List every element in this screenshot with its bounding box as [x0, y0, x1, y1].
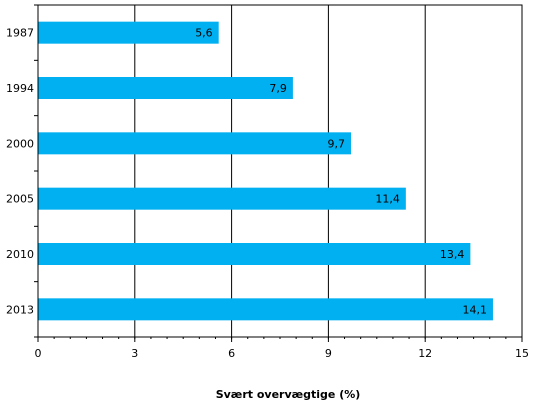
- value-label-2000: 9,7: [327, 137, 345, 150]
- bar-2005: [38, 187, 406, 210]
- bar-1987: [38, 21, 219, 44]
- y-tick-label-1994: 1994: [6, 82, 34, 95]
- x-tick-label-3: 3: [131, 347, 138, 360]
- value-label-2005: 11,4: [375, 193, 400, 206]
- x-tick-label-6: 6: [228, 347, 235, 360]
- labels: 0 3 6 9 12 15 1987 5,6 1994 7,9 2000 9,7 2005 11,4 201…: [6, 27, 529, 360]
- value-label-2010: 13,4: [440, 248, 465, 261]
- bar-2013: [38, 298, 493, 321]
- plot-frame: [37, 4, 523, 338]
- grid-lines: [134, 5, 426, 337]
- value-label-1994: 7,9: [269, 82, 287, 95]
- x-tick-label-12: 12: [418, 347, 432, 360]
- y-tick-label-1987: 1987: [6, 27, 34, 40]
- y-tick-label-2000: 2000: [6, 137, 34, 150]
- bar-1994: [38, 77, 293, 99]
- bars: [38, 21, 493, 321]
- y-tick-label-2005: 2005: [6, 193, 34, 206]
- axes: [34, 4, 523, 342]
- value-label-1987: 5,6: [195, 27, 213, 40]
- x-tick-label-15: 15: [515, 347, 529, 360]
- bar-2000: [38, 132, 351, 155]
- value-label-2013: 14,1: [462, 303, 487, 316]
- y-tick-label-2013: 2013: [6, 303, 34, 316]
- x-tick-label-0: 0: [35, 347, 42, 360]
- bar-2010: [38, 243, 471, 265]
- x-tick-label-9: 9: [325, 347, 332, 360]
- x-axis-title: Svært overvægtige (%): [216, 388, 361, 401]
- y-tick-label-2010: 2010: [6, 248, 34, 261]
